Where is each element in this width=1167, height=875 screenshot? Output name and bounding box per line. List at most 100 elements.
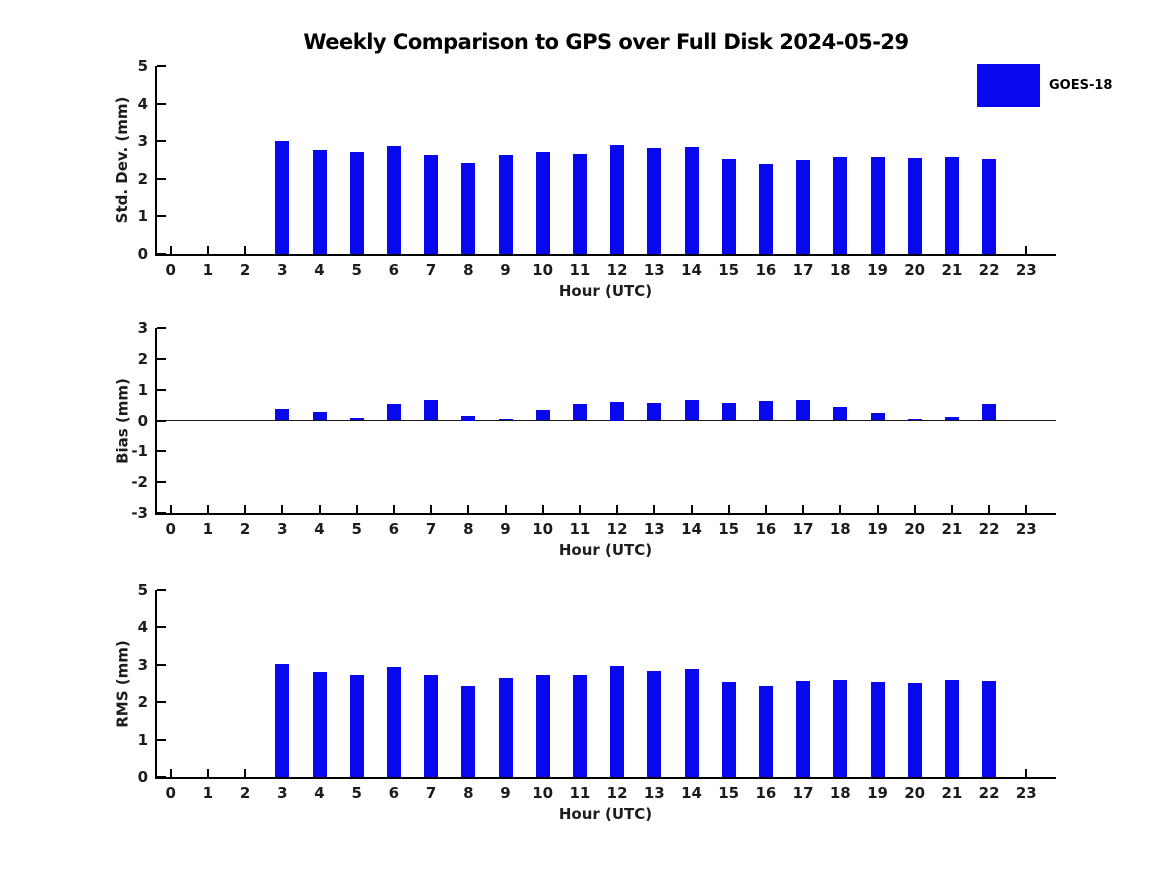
y-axis-label-std-dev: Std. Dev. (mm) xyxy=(113,96,131,224)
x-tick-label-std-dev: 18 xyxy=(829,261,851,279)
bar-bias-hour-9 xyxy=(498,418,513,421)
x-tick-label-bias: 7 xyxy=(425,520,437,538)
x-tick-label-bias: 22 xyxy=(978,520,1000,538)
bar-std-dev-hour-21 xyxy=(944,156,959,254)
y-tick-rms xyxy=(157,776,166,778)
x-tick-label-bias: 14 xyxy=(681,520,702,538)
y-tick-rms xyxy=(157,701,166,704)
x-tick-label-std-dev: 13 xyxy=(643,261,665,279)
x-tick-bias xyxy=(578,505,581,513)
x-tick-label-rms: 0 xyxy=(165,784,176,802)
x-tick-bias xyxy=(281,505,284,513)
x-tick-label-bias: 10 xyxy=(532,520,554,538)
y-tick-label-std-dev: 5 xyxy=(137,57,148,75)
bar-bias-hour-3 xyxy=(275,409,290,421)
x-tick-label-std-dev: 7 xyxy=(425,261,437,279)
bar-rms-hour-5 xyxy=(349,675,364,777)
x-tick-label-rms: 2 xyxy=(239,784,251,802)
x-tick-label-std-dev: 5 xyxy=(351,261,362,279)
bar-bias-hour-15 xyxy=(721,403,736,421)
y-tick-label-bias: 1 xyxy=(137,380,148,399)
x-tick-label-std-dev: 23 xyxy=(1015,261,1037,279)
y-axis-label-bias: Bias (mm) xyxy=(113,377,131,464)
bar-bias-hour-12 xyxy=(610,402,625,421)
bar-rms-hour-21 xyxy=(944,680,959,777)
bar-bias-hour-11 xyxy=(572,404,587,421)
bar-std-dev-hour-10 xyxy=(535,152,550,254)
legend-label-goes18: GOES-18 xyxy=(1049,78,1113,93)
zero-line-bias xyxy=(157,420,1056,421)
bar-std-dev-hour-22 xyxy=(982,158,997,254)
x-tick-bias xyxy=(1025,505,1028,513)
bar-rms-hour-10 xyxy=(535,674,550,777)
x-tick-std-dev xyxy=(169,246,172,254)
x-tick-label-rms: 8 xyxy=(463,784,474,802)
x-tick-label-rms: 6 xyxy=(388,784,400,802)
x-tick-label-bias: 1 xyxy=(202,520,214,538)
bar-bias-hour-17 xyxy=(796,400,811,421)
x-tick-label-bias: 23 xyxy=(1015,520,1037,538)
bar-std-dev-hour-6 xyxy=(386,146,401,254)
x-axis-label-std-dev: Hour (UTC) xyxy=(558,282,653,300)
x-tick-std-dev xyxy=(206,246,209,254)
bar-rms-hour-9 xyxy=(498,678,513,777)
bar-bias-hour-4 xyxy=(312,411,327,421)
bar-bias-hour-19 xyxy=(870,412,885,421)
x-tick-bias xyxy=(206,505,209,513)
x-tick-label-rms: 9 xyxy=(500,784,511,802)
y-tick-rms xyxy=(157,738,166,741)
x-tick-label-rms: 21 xyxy=(941,784,963,802)
y-tick-label-bias: -3 xyxy=(131,504,148,522)
y-tick-label-bias: -2 xyxy=(131,473,148,492)
bar-std-dev-hour-18 xyxy=(833,157,848,254)
x-tick-bias xyxy=(430,505,433,513)
bar-rms-hour-11 xyxy=(572,675,587,777)
bar-rms-hour-13 xyxy=(647,671,662,777)
bar-bias-hour-14 xyxy=(684,400,699,421)
x-tick-bias xyxy=(727,505,730,513)
x-tick-label-std-dev: 22 xyxy=(978,261,1000,279)
x-tick-bias xyxy=(355,505,358,513)
y-tick-bias xyxy=(157,357,166,360)
x-tick-label-std-dev: 19 xyxy=(867,261,888,279)
x-tick-bias xyxy=(318,505,321,513)
x-axis-label-bias: Hour (UTC) xyxy=(558,541,653,559)
x-tick-label-std-dev: 21 xyxy=(941,261,963,279)
bar-std-dev-hour-5 xyxy=(349,152,364,254)
x-tick-label-std-dev: 17 xyxy=(792,261,814,279)
x-tick-rms xyxy=(206,769,209,777)
y-tick-bias xyxy=(157,419,166,422)
bar-std-dev-hour-4 xyxy=(312,150,327,254)
x-tick-label-rms: 11 xyxy=(569,784,591,802)
x-tick-label-bias: 3 xyxy=(277,520,288,538)
x-tick-label-rms: 23 xyxy=(1015,784,1037,802)
y-axis-label-rms: RMS (mm) xyxy=(113,639,131,728)
x-tick-std-dev xyxy=(1025,246,1028,254)
bar-std-dev-hour-16 xyxy=(758,164,773,254)
x-tick-label-rms: 14 xyxy=(681,784,702,802)
x-tick-label-rms: 4 xyxy=(314,784,325,802)
bar-std-dev-hour-12 xyxy=(610,144,625,254)
x-tick-bias xyxy=(504,505,507,513)
y-tick-label-std-dev: 4 xyxy=(137,94,148,113)
y-tick-label-rms: 0 xyxy=(137,768,148,786)
x-tick-label-bias: 13 xyxy=(643,520,665,538)
bar-bias-hour-5 xyxy=(349,418,364,421)
bar-bias-hour-13 xyxy=(647,402,662,421)
x-tick-rms xyxy=(169,769,172,777)
x-tick-label-bias: 0 xyxy=(165,520,176,538)
x-tick-bias xyxy=(690,505,693,513)
y-tick-rms xyxy=(157,589,166,591)
x-tick-label-rms: 7 xyxy=(425,784,437,802)
x-tick-label-bias: 15 xyxy=(718,520,740,538)
x-tick-rms xyxy=(1025,769,1028,777)
x-tick-bias xyxy=(541,505,544,513)
x-tick-std-dev xyxy=(244,246,247,254)
x-tick-bias xyxy=(913,505,916,513)
y-tick-std-dev xyxy=(157,215,166,218)
y-tick-std-dev xyxy=(157,177,166,180)
x-axis-bias xyxy=(155,513,1056,515)
y-tick-std-dev xyxy=(157,140,166,143)
x-tick-label-rms: 19 xyxy=(867,784,888,802)
